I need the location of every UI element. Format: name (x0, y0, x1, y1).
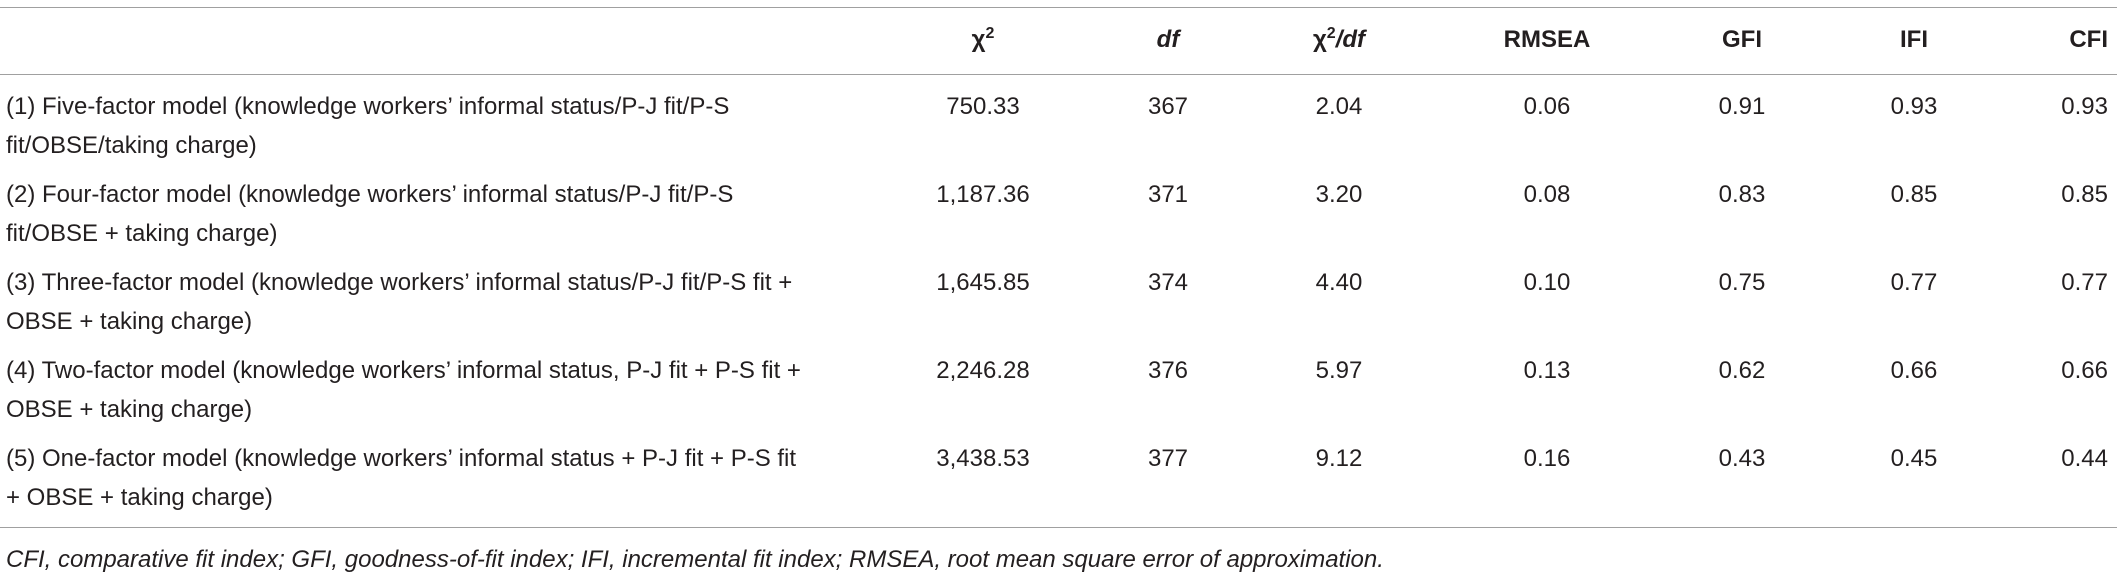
header-text: 2 (985, 25, 995, 42)
table-cell: 0.06 (1523, 93, 1571, 120)
table-cell: 376 (1147, 357, 1189, 384)
column-header: RMSEA (1504, 20, 1591, 59)
table-cell: 4.40 (1315, 269, 1363, 296)
table-cell: 9.12 (1315, 445, 1363, 472)
table-cell: 0.77 (1890, 269, 1938, 296)
header-text: CFI (2069, 26, 2108, 53)
column-header: IFI (1900, 20, 1928, 59)
column-header: df (1157, 20, 1180, 59)
header-text: RMSEA (1503, 26, 1591, 53)
table-cell: 0.85 (1890, 181, 1938, 208)
table-cell: 0.66 (2061, 357, 2108, 384)
column-header: CFI (2069, 20, 2108, 59)
table-cell: 0.66 (1890, 357, 1938, 384)
table-cell: 367 (1147, 93, 1189, 120)
table-cell: 3.20 (1315, 181, 1363, 208)
footnote: CFI, comparative fit index; GFI, goodnes… (6, 546, 1384, 573)
table-cell: 0.44 (2061, 445, 2108, 472)
table-cell: 0.10 (1523, 269, 1571, 296)
header-text: χ (971, 26, 986, 53)
table-cell: 0.83 (1718, 181, 1766, 208)
table-cell: 1,645.85 (936, 269, 1030, 296)
header-rule (0, 74, 2117, 75)
column-header: GFI (1722, 20, 1762, 59)
table-cell: 371 (1147, 181, 1189, 208)
row-label: (2) Four-factor model (knowledge workers… (6, 181, 734, 247)
table-cell: 0.85 (2061, 181, 2108, 208)
bottom-rule (0, 527, 2117, 528)
table-cell: 0.16 (1523, 445, 1571, 472)
table-cell: 0.91 (1718, 93, 1766, 120)
table-cell: 2,246.28 (936, 357, 1030, 384)
table-cell: 3,438.53 (936, 445, 1030, 472)
column-header: χ2/df (1313, 20, 1365, 59)
table-cell: 0.93 (1890, 93, 1938, 120)
column-header: χ2 (972, 20, 995, 59)
header-text: df (1156, 26, 1180, 53)
table-cell: 0.93 (2061, 93, 2108, 120)
table-cell: 0.13 (1523, 357, 1571, 384)
header-text: GFI (1722, 26, 1762, 53)
table-cell: 5.97 (1315, 357, 1363, 384)
table-cell: 0.62 (1718, 357, 1766, 384)
row-label: (4) Two-factor model (knowledge workers’… (6, 357, 801, 423)
row-label: (1) Five-factor model (knowledge workers… (6, 93, 730, 159)
row-label: (3) Three-factor model (knowledge worker… (6, 269, 793, 335)
row-label: (5) One-factor model (knowledge workers’… (6, 445, 797, 511)
header-text: /df (1335, 26, 1366, 53)
top-rule (0, 7, 2117, 8)
table-cell: 0.75 (1718, 269, 1766, 296)
table-cell: 750.33 (946, 93, 1020, 120)
table-cell: 2.04 (1315, 93, 1363, 120)
table-cell: 1,187.36 (936, 181, 1030, 208)
table-cell: 0.08 (1523, 181, 1571, 208)
header-text: IFI (1900, 26, 1928, 53)
table-cell: 377 (1147, 445, 1189, 472)
header-text: 2 (1326, 25, 1336, 42)
table-cell: 0.43 (1718, 445, 1766, 472)
table-cell: 374 (1147, 269, 1189, 296)
header-text: χ (1312, 26, 1327, 53)
table-cell: 0.45 (1890, 445, 1938, 472)
table-cell: 0.77 (2061, 269, 2108, 296)
